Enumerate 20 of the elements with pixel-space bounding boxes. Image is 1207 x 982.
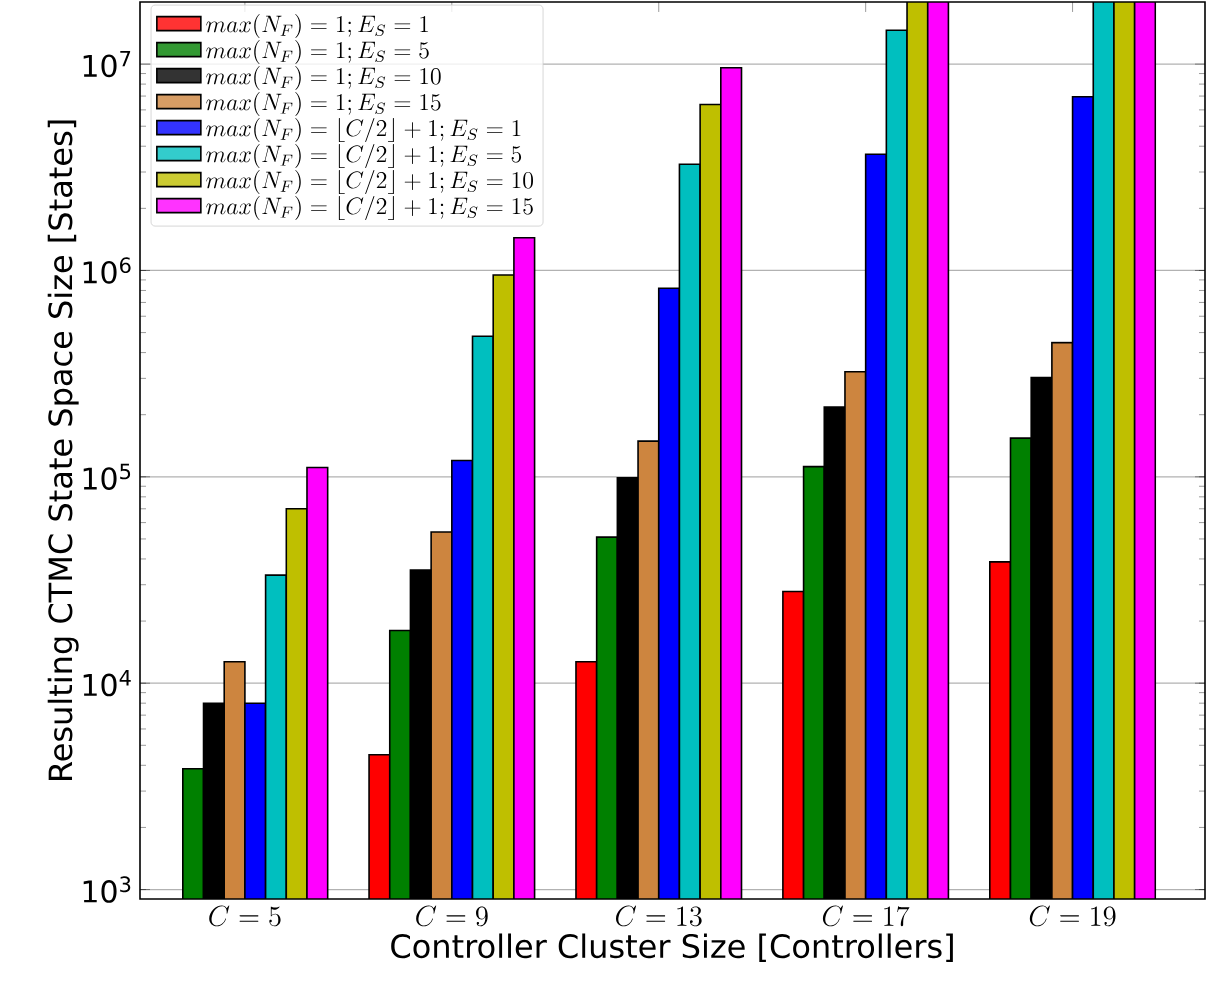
legend-label: $max(N_F) = \lfloor C/2 \rfloor + 1; E_S = 10$ xyxy=(206,170,534,195)
y-tick-label: 10$^{6}$ xyxy=(83,257,131,284)
x-tick-label: $C = 9$ xyxy=(416,905,488,927)
x-tick-label: $C = 5$ xyxy=(209,905,281,927)
x-tick-label: $C = 17$ xyxy=(822,905,910,927)
legend-label: $max(N_F) = 1; E_S = 15$ xyxy=(206,92,441,117)
x-tick-label: $C = 13$ xyxy=(615,905,702,927)
legend-label: $max(N_F) = \lfloor C/2 \rfloor + 1; E_S = 15$ xyxy=(206,196,533,221)
legend-label: $max(N_F) = \lfloor C/2 \rfloor + 1; E_S = 5$ xyxy=(206,144,522,169)
legend-label: $max(N_F) = 1; E_S = 10$ xyxy=(206,66,441,91)
y-axis-title: Resulting CTMC State Space Size [States] xyxy=(47,120,79,781)
y-tick-label: 10$^{4}$ xyxy=(83,670,131,697)
y-tick-label: 10$^{3}$ xyxy=(83,876,131,903)
x-tick-label: $C = 19$ xyxy=(1029,905,1116,927)
x-axis-title: Controller Cluster Size [Controllers] xyxy=(391,933,953,962)
y-tick-label: 10$^{5}$ xyxy=(83,463,131,490)
y-tick-label: 10$^{7}$ xyxy=(83,51,131,78)
legend-label: $max(N_F) = 1; E_S = 1$ xyxy=(206,14,429,39)
legend-label: $max(N_F) = \lfloor C/2 \rfloor + 1; E_S = 1$ xyxy=(206,118,521,143)
legend-label: $max(N_F) = 1; E_S = 5$ xyxy=(206,40,429,65)
